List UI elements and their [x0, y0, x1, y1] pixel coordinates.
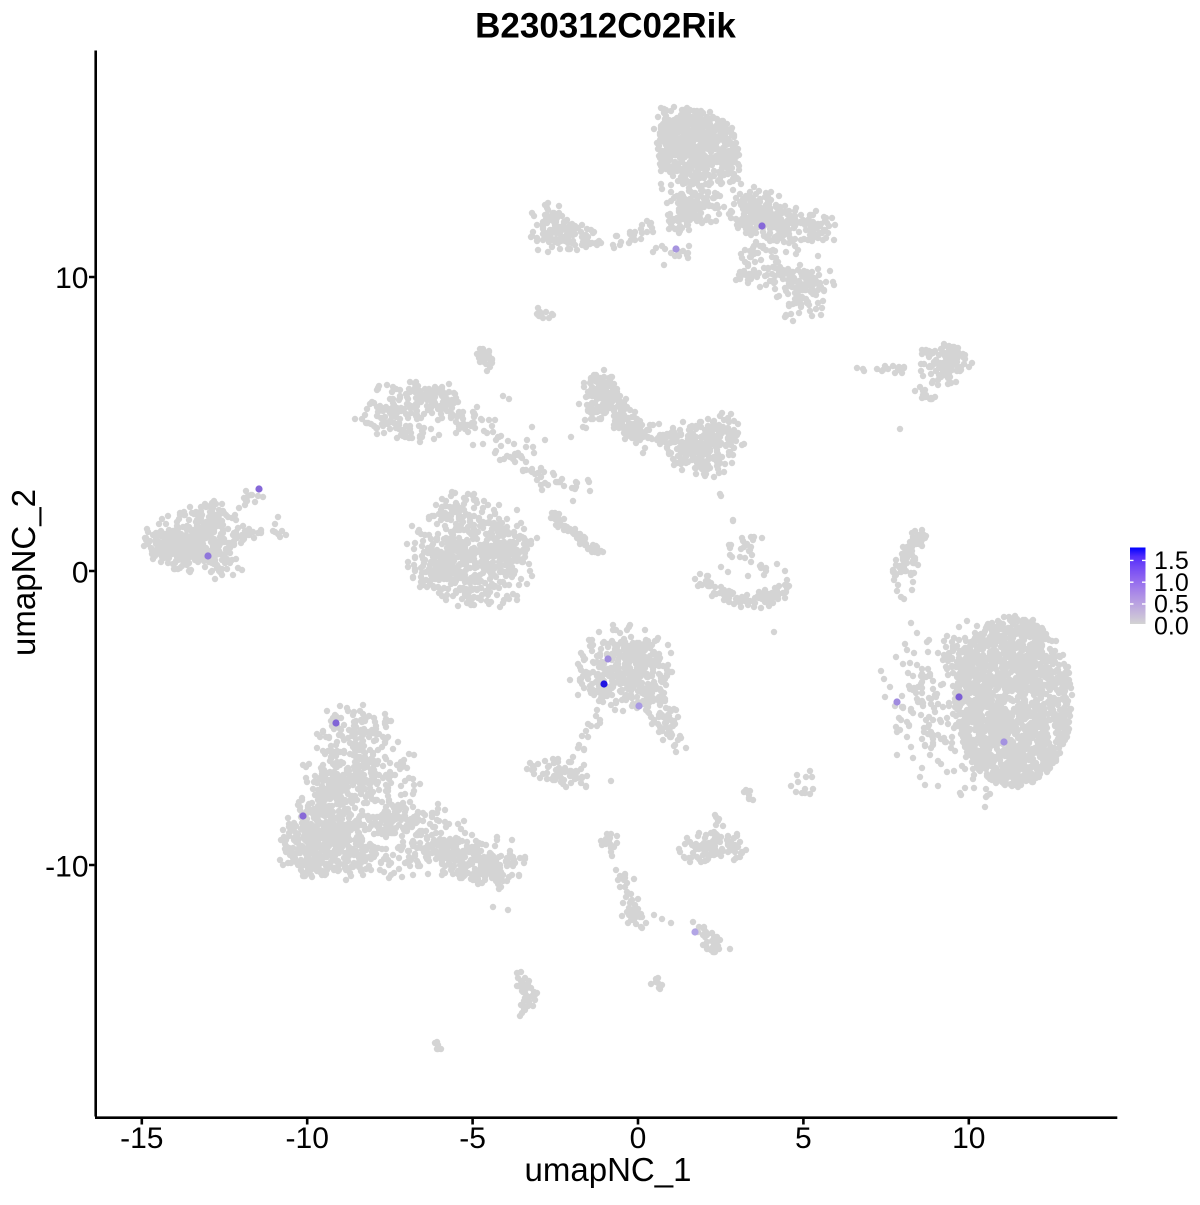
- svg-text:0.0: 0.0: [1154, 612, 1189, 640]
- svg-text:1.5: 1.5: [1154, 547, 1189, 575]
- svg-text:5: 5: [795, 1122, 812, 1155]
- svg-text:-10: -10: [45, 850, 88, 883]
- svg-text:-15: -15: [120, 1122, 163, 1155]
- svg-text:1.0: 1.0: [1154, 569, 1189, 597]
- svg-text:-5: -5: [459, 1122, 486, 1155]
- svg-text:0.5: 0.5: [1154, 591, 1189, 619]
- svg-text:10: 10: [55, 262, 88, 295]
- svg-text:B230312C02Rik: B230312C02Rik: [475, 7, 736, 46]
- svg-text:umapNC_2: umapNC_2: [5, 489, 42, 656]
- svg-text:10: 10: [952, 1122, 985, 1155]
- svg-text:-10: -10: [286, 1122, 329, 1155]
- svg-text:0: 0: [630, 1122, 647, 1155]
- svg-text:0: 0: [72, 557, 89, 590]
- svg-text:umapNC_1: umapNC_1: [525, 1151, 692, 1188]
